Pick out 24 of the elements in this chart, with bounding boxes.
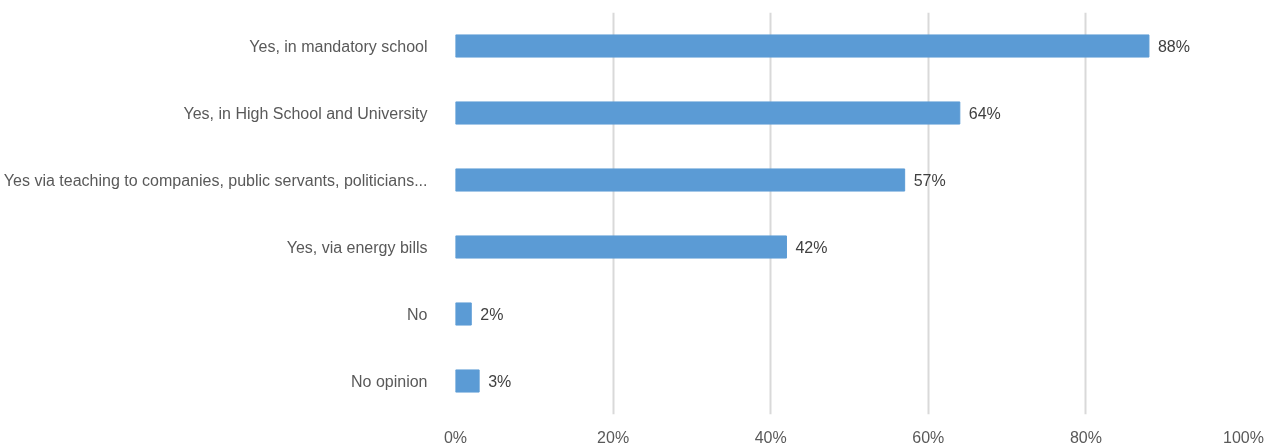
data-label: 88% bbox=[1157, 37, 1190, 55]
x-tick-label: 0% bbox=[443, 428, 468, 446]
bar bbox=[455, 101, 961, 125]
data-label: 42% bbox=[795, 238, 828, 256]
data-label: 64% bbox=[968, 104, 1001, 122]
data-label: 2% bbox=[480, 305, 504, 323]
bar bbox=[455, 369, 480, 393]
x-tick-label: 20% bbox=[597, 428, 630, 446]
x-tick-label: 80% bbox=[1069, 428, 1102, 446]
x-tick-label: 60% bbox=[912, 428, 945, 446]
data-label: 57% bbox=[913, 171, 946, 189]
y-tick-label: No opinion bbox=[351, 372, 428, 390]
x-tick-label: 40% bbox=[754, 428, 787, 446]
bar bbox=[455, 168, 906, 192]
y-tick-label: Yes, in mandatory school bbox=[249, 37, 428, 55]
x-tick-label: 100% bbox=[1223, 428, 1264, 446]
y-tick-label: Yes via teaching to companies, public servants, politicians... bbox=[3, 171, 428, 189]
y-tick-label: No bbox=[407, 305, 428, 323]
bar bbox=[455, 34, 1150, 58]
bar bbox=[455, 302, 472, 326]
data-label: 3% bbox=[488, 372, 512, 390]
bar bbox=[455, 235, 787, 259]
y-tick-label: Yes, in High School and University bbox=[183, 104, 428, 122]
y-tick-label: Yes, via energy bills bbox=[286, 238, 428, 256]
